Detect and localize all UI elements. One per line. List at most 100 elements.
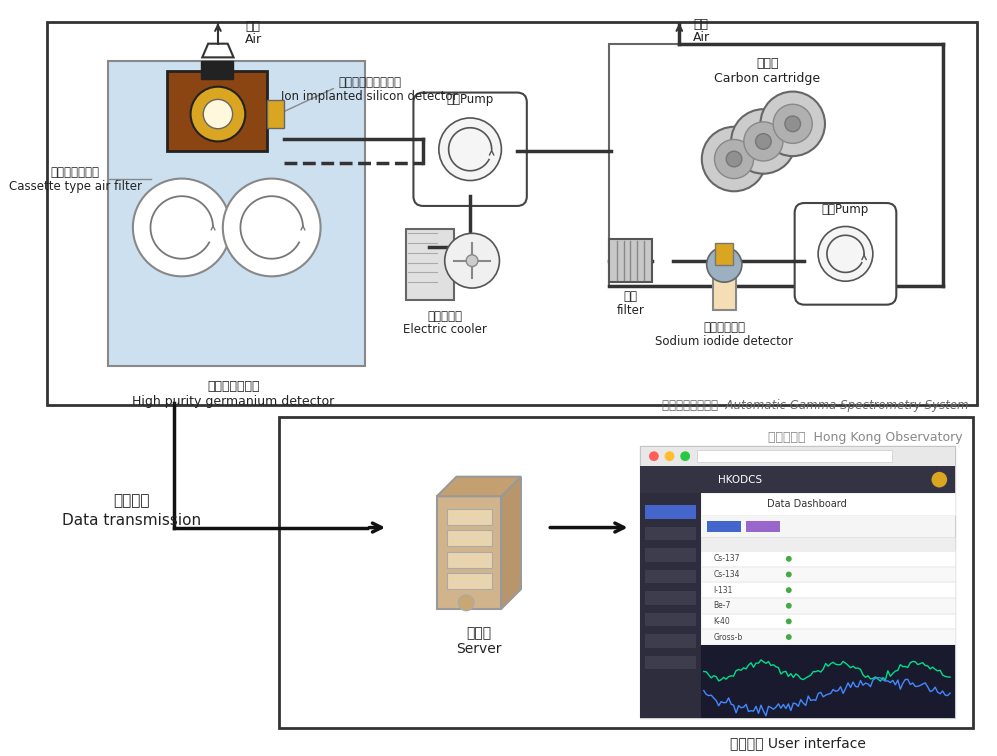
Text: Gross-b: Gross-b xyxy=(714,633,743,642)
Text: Air: Air xyxy=(245,33,262,46)
Bar xyxy=(645,612,696,626)
Bar xyxy=(640,446,955,718)
Text: Data Dashboard: Data Dashboard xyxy=(768,499,847,509)
Circle shape xyxy=(931,472,947,488)
Circle shape xyxy=(222,178,321,277)
Circle shape xyxy=(786,556,792,562)
Circle shape xyxy=(786,618,792,624)
Circle shape xyxy=(773,104,813,144)
Bar xyxy=(716,243,733,265)
Text: 自動伽馬譜法系統  Automatic Gamma Spectrometry System: 自動伽馬譜法系統 Automatic Gamma Spectrometry Sy… xyxy=(662,399,969,413)
Bar xyxy=(609,239,652,282)
Bar xyxy=(640,466,955,494)
Bar xyxy=(701,582,955,597)
Circle shape xyxy=(786,603,792,609)
Bar xyxy=(707,521,741,532)
Circle shape xyxy=(786,587,792,593)
Bar xyxy=(640,494,701,718)
Bar xyxy=(701,629,955,644)
Text: K-40: K-40 xyxy=(714,617,730,626)
Circle shape xyxy=(190,87,245,141)
Text: Carbon cartridge: Carbon cartridge xyxy=(714,72,821,85)
Bar xyxy=(437,496,501,609)
FancyBboxPatch shape xyxy=(795,203,896,305)
Circle shape xyxy=(459,595,474,611)
Text: 電機冷卻器: 電機冷卻器 xyxy=(427,309,463,323)
Text: I-131: I-131 xyxy=(714,586,733,595)
Bar xyxy=(447,509,492,525)
FancyBboxPatch shape xyxy=(414,92,526,206)
Bar xyxy=(697,451,892,462)
Text: HKODCS: HKODCS xyxy=(719,475,763,485)
Bar xyxy=(645,591,696,605)
Circle shape xyxy=(133,178,230,277)
Text: Sodium iodide detector: Sodium iodide detector xyxy=(655,335,794,348)
Text: Cs-137: Cs-137 xyxy=(714,554,740,563)
Circle shape xyxy=(707,247,742,282)
Circle shape xyxy=(744,122,783,161)
Bar xyxy=(278,417,972,728)
Bar xyxy=(201,61,232,79)
Bar xyxy=(701,538,955,551)
Bar xyxy=(645,569,696,584)
Circle shape xyxy=(756,134,772,149)
Circle shape xyxy=(203,99,232,129)
Circle shape xyxy=(819,227,872,281)
Bar xyxy=(701,494,955,515)
Text: 香港天文台  Hong Kong Observatory: 香港天文台 Hong Kong Observatory xyxy=(768,431,963,444)
Text: 氣泵Pump: 氣泵Pump xyxy=(447,92,494,106)
Circle shape xyxy=(649,451,659,461)
Bar xyxy=(47,22,977,405)
Text: Air: Air xyxy=(693,31,710,45)
Text: Cs-134: Cs-134 xyxy=(714,570,740,579)
Text: 卡帶式空氣濾紙: 卡帶式空氣濾紙 xyxy=(51,166,100,179)
Bar xyxy=(701,598,955,612)
Circle shape xyxy=(439,118,501,181)
Text: 伺服器: 伺服器 xyxy=(467,626,492,640)
Bar xyxy=(406,229,455,300)
Bar xyxy=(701,645,955,718)
Text: Ion implanted silicon detector: Ion implanted silicon detector xyxy=(281,90,458,103)
Circle shape xyxy=(445,234,499,288)
Polygon shape xyxy=(202,44,233,57)
Circle shape xyxy=(726,151,742,167)
Circle shape xyxy=(467,255,478,267)
Polygon shape xyxy=(437,477,521,496)
Circle shape xyxy=(731,109,796,174)
Bar xyxy=(645,655,696,669)
Circle shape xyxy=(665,451,674,461)
Text: 氣泵Pump: 氣泵Pump xyxy=(822,203,869,216)
Text: 碳濾盒: 碳濾盒 xyxy=(756,57,779,70)
Text: Electric cooler: Electric cooler xyxy=(403,324,487,336)
Text: 空氣: 空氣 xyxy=(693,17,708,31)
Text: 離子注入型矽探測器: 離子注入型矽探測器 xyxy=(338,76,401,89)
Bar xyxy=(447,574,492,589)
Bar xyxy=(645,634,696,648)
Text: 濾網: 濾網 xyxy=(623,290,637,303)
Circle shape xyxy=(680,451,690,461)
Text: 碘化鈉探測器: 碘化鈉探測器 xyxy=(703,321,746,334)
Text: 數據傳輸: 數據傳輸 xyxy=(114,494,151,509)
Text: High purity germanium detector: High purity germanium detector xyxy=(133,395,335,407)
Circle shape xyxy=(761,91,825,156)
Bar xyxy=(267,101,284,128)
Bar xyxy=(701,494,955,718)
Bar xyxy=(645,548,696,562)
Bar xyxy=(609,44,943,286)
Text: 空氣: 空氣 xyxy=(245,20,260,33)
Bar xyxy=(109,61,365,366)
Bar xyxy=(645,527,696,541)
Text: Be-7: Be-7 xyxy=(714,601,731,610)
Bar xyxy=(701,614,955,628)
Circle shape xyxy=(786,572,792,578)
Bar xyxy=(167,71,267,151)
Text: Server: Server xyxy=(457,642,501,656)
Text: 用戶介面 User interface: 用戶介面 User interface xyxy=(730,736,865,750)
Bar xyxy=(447,552,492,568)
Text: 高純度鍺探測器: 高純度鍺探測器 xyxy=(207,380,260,393)
Bar xyxy=(746,521,780,532)
Circle shape xyxy=(702,127,767,191)
Bar xyxy=(713,261,736,309)
Bar xyxy=(701,567,955,581)
Bar xyxy=(640,446,955,466)
